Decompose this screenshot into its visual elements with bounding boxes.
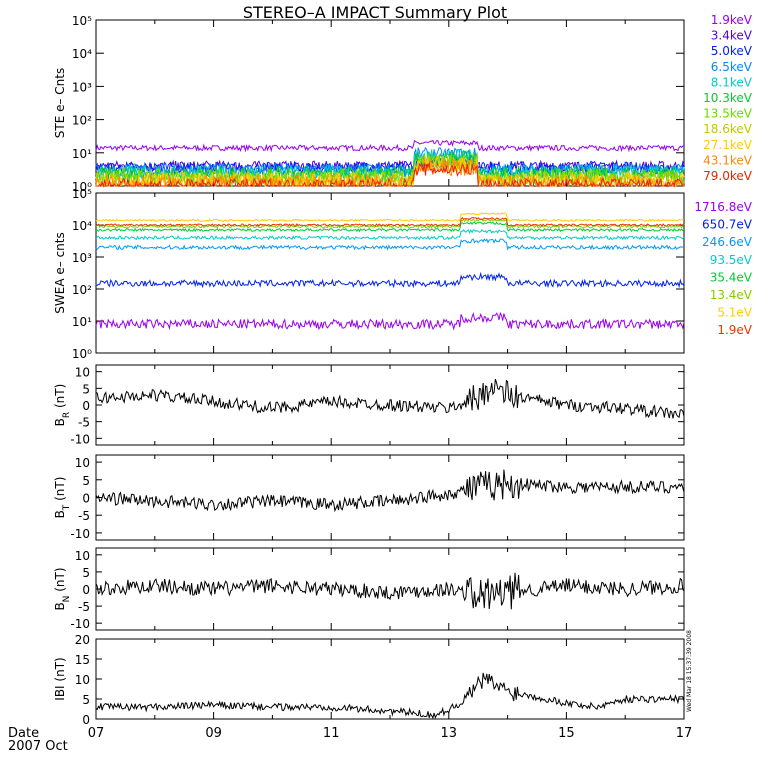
y-tick-label: 0 — [82, 492, 90, 506]
y-tick-label: 10⁵ — [72, 187, 92, 201]
y-axis-label: STE e– Cnts — [53, 68, 67, 138]
panel-frame — [95, 454, 685, 541]
legend-entry: 3.4keV — [711, 29, 753, 43]
y-tick-label: 10³ — [72, 251, 92, 265]
legend-entry: 246.6eV — [702, 235, 753, 249]
y-tick-label: 10⁰ — [72, 180, 92, 194]
y-tick-label: 10⁵ — [72, 14, 92, 28]
y-tick-label: 5 — [82, 566, 90, 580]
series-line — [95, 311, 685, 331]
y-tick-label: 15 — [75, 653, 90, 667]
legend-entry: 43.1keV — [703, 153, 753, 167]
series-line — [95, 572, 685, 610]
y-axis-label: SWEA e– cnts — [53, 232, 67, 313]
y-tick-label: 10¹ — [72, 315, 92, 329]
y-axis-label: BR (nT) — [53, 384, 72, 427]
y-tick-label: 10 — [75, 366, 90, 380]
x-tick-label: 15 — [558, 726, 575, 741]
y-tick-label: 10² — [72, 114, 92, 128]
date-label: Date — [8, 726, 39, 741]
series-line — [95, 217, 685, 229]
panels: 10⁰ 10¹ 10² 10³ 10⁴ 10⁵ STE e– Cnts 1.9keV 3.4ke… — [53, 13, 753, 741]
x-tick-label: 07 — [88, 726, 105, 741]
panel-ste: 10⁰ 10¹ 10² 10³ 10⁴ 10⁵ STE e– Cnts 1.9keV 3.4ke… — [53, 13, 753, 194]
y-tick-label: 0 — [82, 399, 90, 413]
y-tick-label: 0 — [82, 713, 90, 727]
y-tick-label: 5 — [82, 474, 90, 488]
series-line — [95, 672, 685, 720]
x-tick-label: 11 — [323, 726, 340, 741]
month-label: 2007 Oct — [8, 739, 68, 754]
series-line — [95, 153, 685, 188]
panel-swea: 10⁰ 10¹ 10² 10³ 10⁴ 10⁵ SWEA e– cnts 1716.8eV 65… — [53, 187, 753, 361]
legend-entry: 35.4eV — [710, 270, 753, 284]
y-tick-label: -10 — [70, 617, 90, 631]
y-tick-label: -10 — [70, 527, 90, 541]
legend-entry: 18.6keV — [703, 122, 753, 136]
y-tick-label: -5 — [78, 600, 90, 614]
series-line — [95, 378, 685, 419]
y-axis-label: BT (nT) — [53, 477, 72, 519]
y-tick-label: 0 — [82, 583, 90, 597]
y-tick-label: 10² — [72, 283, 92, 297]
legend-entry: 1.9eV — [717, 323, 752, 337]
plot-title: STEREO–A IMPACT Summary Plot — [243, 3, 507, 22]
series-line — [95, 469, 685, 513]
y-tick-label: 10¹ — [72, 147, 92, 161]
legend-entry: 5.1eV — [717, 306, 752, 320]
legend-entry: 10.3keV — [703, 91, 753, 105]
legend-entry: 1.9keV — [711, 13, 753, 27]
y-tick-label: 10 — [75, 456, 90, 470]
series-line — [96, 162, 684, 188]
x-tick-label: 17 — [676, 726, 693, 741]
legend-entry: 1716.8eV — [694, 200, 752, 214]
y-tick-label: 5 — [82, 693, 90, 707]
y-tick-label: 20 — [75, 633, 90, 647]
panel-frame — [95, 364, 685, 446]
x-tick-label: 13 — [441, 726, 458, 741]
timestamp-label: Wed Mar 18 15:37:39 2008 — [686, 630, 693, 712]
y-tick-label: 10⁴ — [72, 47, 92, 61]
y-tick-label: 10 — [75, 549, 90, 563]
legend-entry: 93.5eV — [710, 253, 753, 267]
legend-entry: 5.0keV — [711, 44, 753, 58]
legend-entry: 27.1keV — [703, 138, 753, 152]
y-axis-label: BN (nT) — [53, 567, 72, 610]
y-tick-label: -10 — [70, 432, 90, 446]
y-tick-label: 10⁴ — [72, 219, 92, 233]
series-line — [95, 238, 684, 251]
y-tick-label: 10 — [75, 673, 90, 687]
series-line — [96, 216, 685, 227]
series-line — [95, 146, 685, 179]
panel-frame — [95, 192, 685, 354]
legend-entry: 650.7eV — [702, 218, 753, 232]
series-line — [95, 229, 685, 241]
y-tick-label: 10⁰ — [72, 347, 92, 361]
series-line — [95, 221, 685, 233]
legend-entry: 6.5keV — [711, 60, 753, 74]
x-tick-label: 09 — [205, 726, 222, 741]
panel-frame — [95, 19, 685, 187]
y-tick-label: -5 — [78, 416, 90, 430]
y-tick-label: 10³ — [72, 80, 92, 94]
series-line — [95, 271, 685, 289]
series-line — [95, 139, 685, 153]
legend-entry: 8.1keV — [711, 75, 753, 89]
y-tick-label: -5 — [78, 509, 90, 523]
series-line — [95, 212, 685, 223]
panel-b: 0 5 10 15 20 IBI (nT) 07 09 11 13 15 17 — [53, 633, 692, 741]
y-tick-label: 5 — [82, 382, 90, 396]
y-axis-label: IBI (nT) — [53, 657, 67, 700]
legend-entry: 13.5keV — [703, 107, 753, 121]
legend-entry: 13.4eV — [710, 288, 753, 302]
legend-entry: 79.0keV — [703, 169, 753, 183]
